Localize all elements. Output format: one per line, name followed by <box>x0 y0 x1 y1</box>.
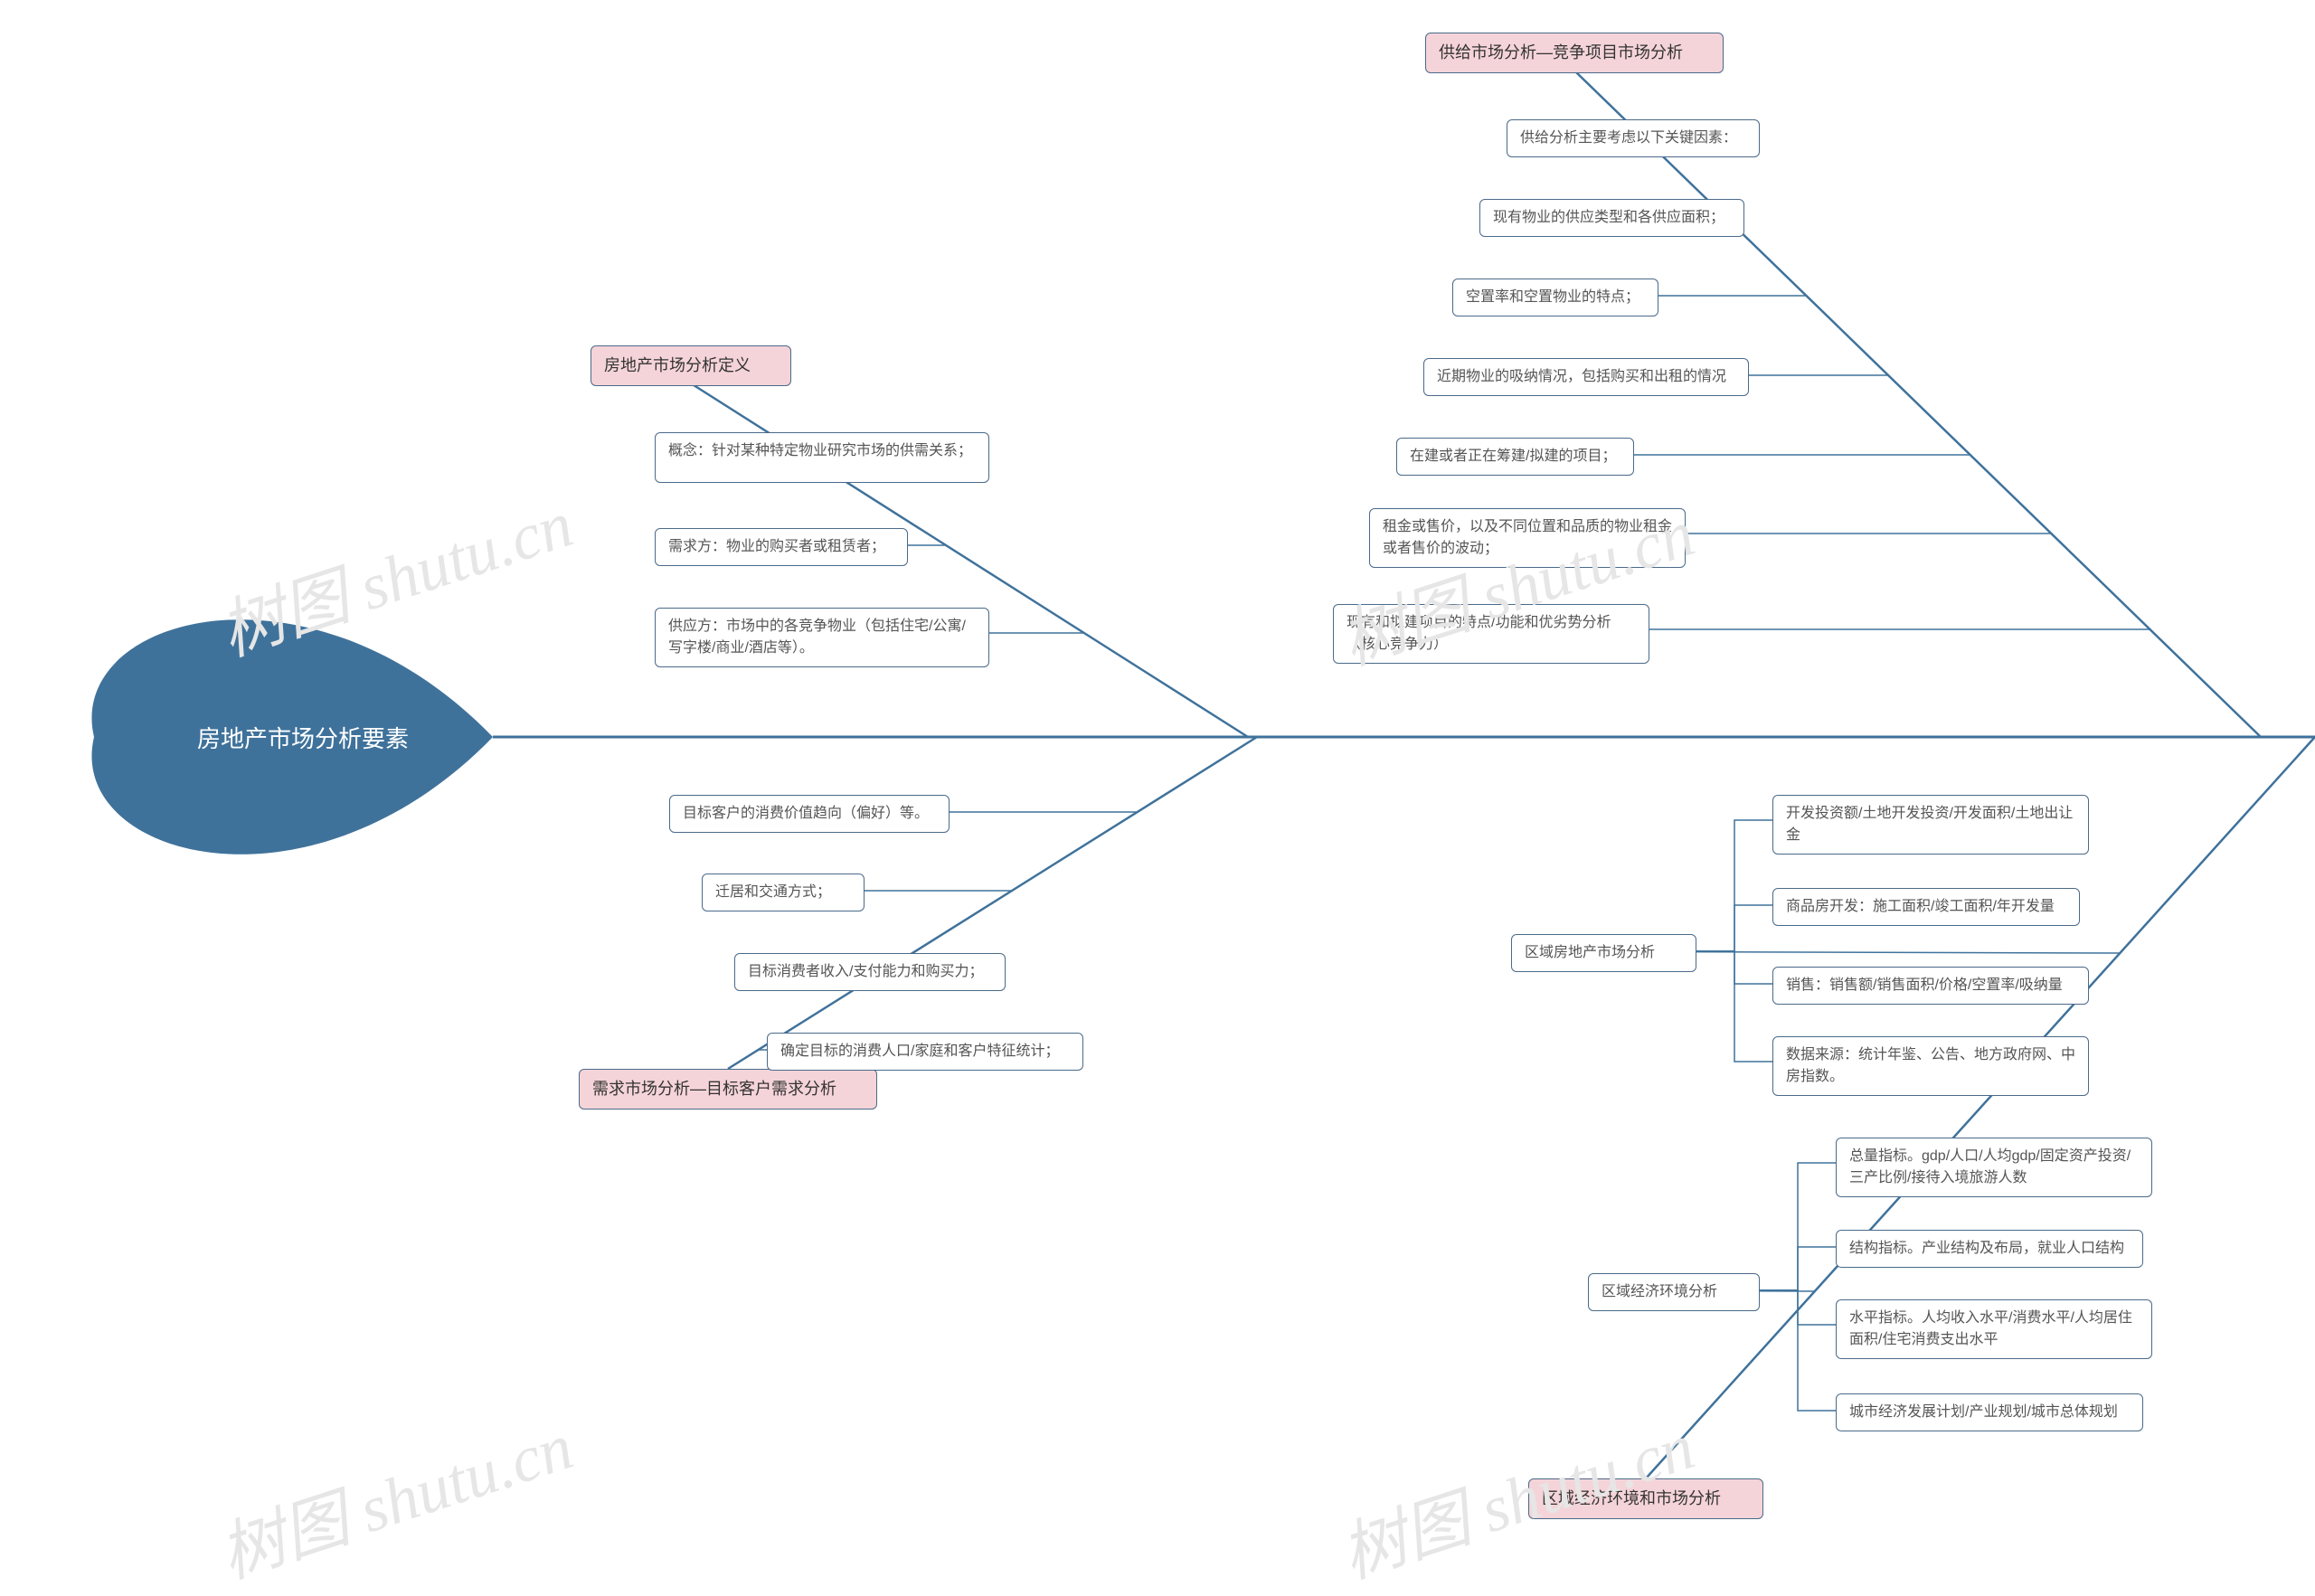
root-text: 房地产市场分析要素 <box>170 721 409 754</box>
leaf: 总量指标。gdp/人口/人均gdp/固定资产投资/三产比例/接待入境旅游人数 <box>1836 1138 2152 1197</box>
branch-b2: 需求市场分析—目标客户需求分析 <box>579 1069 877 1110</box>
branch-b3: 供给市场分析—竞争项目市场分析 <box>1425 33 1724 73</box>
leaf: 结构指标。产业结构及布局，就业人口结构 <box>1836 1230 2143 1268</box>
leaf: 开发投资额/土地开发投资/开发面积/土地出让金 <box>1772 795 2089 855</box>
leaf: 数据来源：统计年鉴、公告、地方政府网、中房指数。 <box>1772 1036 2089 1096</box>
branch-b1: 房地产市场分析定义 <box>591 345 791 386</box>
leaf: 现有物业的供应类型和各供应面积； <box>1479 199 1744 237</box>
leaf: 目标消费者收入/支付能力和购买力； <box>734 953 1006 991</box>
leaf: 商品房开发：施工面积/竣工面积/年开发量 <box>1772 888 2080 926</box>
leaf: 现有和拟建项目的特点/功能和优劣势分析（核心竞争力） <box>1333 604 1649 664</box>
leaf: 概念：针对某种特定物业研究市场的供需关系； <box>655 432 989 483</box>
leaf: 空置率和空置物业的特点； <box>1452 279 1658 316</box>
sub-branch: 区域经济环境分析 <box>1588 1273 1760 1311</box>
leaf: 供给分析主要考虑以下关键因素： <box>1507 119 1760 157</box>
sub-branch: 区域房地产市场分析 <box>1511 934 1696 972</box>
leaf: 供应方：市场中的各竞争物业（包括住宅/公寓/写字楼/商业/酒店等）。 <box>655 608 989 667</box>
fishbone-canvas: 房地产市场分析要素 房地产市场分析定义概念：针对某种特定物业研究市场的供需关系；… <box>0 0 2315 1547</box>
leaf: 水平指标。人均收入水平/消费水平/人均居住面积/住宅消费支出水平 <box>1836 1299 2152 1359</box>
leaf: 租金或售价，以及不同位置和品质的物业租金或者售价的波动； <box>1369 508 1686 568</box>
leaf: 城市经济发展计划/产业规划/城市总体规划 <box>1836 1393 2143 1431</box>
leaf: 近期物业的吸纳情况，包括购买和出租的情况 <box>1423 358 1749 396</box>
leaf: 需求方：物业的购买者或租赁者； <box>655 528 908 566</box>
leaf: 在建或者正在筹建/拟建的项目； <box>1396 438 1634 476</box>
leaf: 目标客户的消费价值趋向（偏好）等。 <box>669 795 950 833</box>
leaf: 确定目标的消费人口/家庭和客户特征统计； <box>767 1033 1083 1071</box>
leaf: 迁居和交通方式； <box>702 874 865 911</box>
watermark: 树图 shutu.cn <box>206 1393 583 1596</box>
root-node: 房地产市场分析要素 <box>86 565 493 909</box>
leaf: 销售：销售额/销售面积/价格/空置率/吸纳量 <box>1772 967 2089 1005</box>
branch-b4: 区域经济环境和市场分析 <box>1528 1478 1763 1519</box>
